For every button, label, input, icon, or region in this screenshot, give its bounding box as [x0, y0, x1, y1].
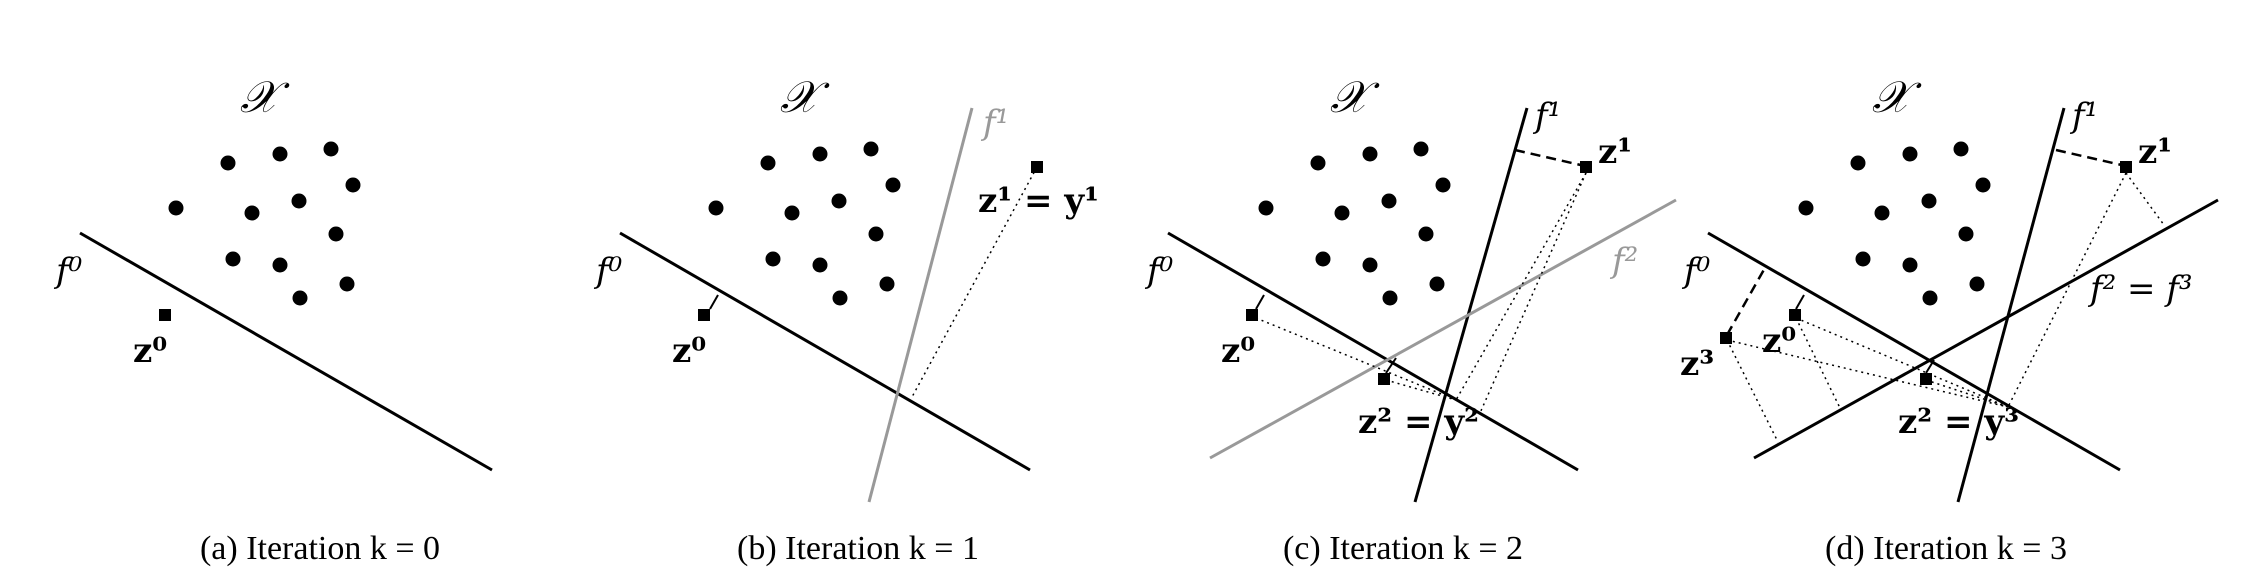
label-f0: f⁰: [53, 251, 83, 291]
dataset-points: [708, 141, 901, 306]
projection-z1: [1514, 148, 1586, 168]
dotted-z2-y2: [1385, 379, 1457, 401]
label-f0: f⁰: [593, 251, 623, 291]
set-label-x: 𝒳: [240, 72, 290, 123]
label-f1: f¹: [1532, 96, 1561, 136]
dataset-points: [1258, 141, 1451, 306]
label-f0: f⁰: [1681, 251, 1711, 291]
label-f2: f²: [1609, 241, 1638, 281]
dotted-z1-f2: [2125, 172, 2165, 226]
line-f1: [1413, 107, 1529, 503]
label-z1-y1: z¹ = y¹: [978, 181, 1099, 221]
projection-z1: [2055, 148, 2127, 168]
dataset-points: [1798, 141, 1991, 306]
panel-a: 𝒳 f⁰ z⁰ (a) Iteration k = 0: [53, 72, 493, 567]
point-z2: [1378, 373, 1390, 385]
point-z0: [1246, 309, 1258, 321]
point-z3: [1720, 332, 1732, 344]
panel-b: 𝒳 f⁰ f¹ z⁰ z¹ = y¹ (b) Iteration k = 1: [593, 72, 1099, 567]
point-z0: [698, 309, 710, 321]
caption-d: (d) Iteration k = 3: [1825, 530, 2067, 567]
dotted-z1-y2: [1455, 172, 1587, 401]
line-f1: [867, 107, 974, 503]
point-z0: [1789, 309, 1801, 321]
line-f0: [1167, 231, 1579, 472]
line-f2: [1209, 198, 1677, 460]
projection-z3: [1725, 265, 1768, 336]
point-z0: [159, 309, 171, 321]
dotted-z0-y2: [1255, 317, 1457, 401]
dotted-z3-f2: [1726, 339, 1779, 443]
dotted-z2-y3: [1925, 379, 2009, 408]
dotted-z0-y3: [1795, 317, 2009, 408]
point-z1: [1580, 161, 1592, 173]
projection-z0: [1255, 294, 1265, 310]
label-f1: f¹: [980, 103, 1009, 143]
set-label-x: 𝒳: [780, 72, 830, 123]
label-z2-y3: z² = y³: [1898, 402, 2019, 442]
label-z1: z¹: [2138, 132, 2172, 172]
point-z2: [1920, 373, 1932, 385]
point-z1: [1031, 161, 1043, 173]
projection-z2: [1925, 359, 1935, 374]
line-f2-f3: [1753, 198, 2219, 460]
dotted-z1-f1f0: [1479, 172, 1587, 414]
panel-c: 𝒳 f⁰ f¹ f² z⁰ z¹ z² = y² (c) Iteration k…: [1144, 72, 1677, 567]
set-label-x: 𝒳: [1330, 72, 1380, 123]
projection-z0: [709, 294, 719, 310]
label-z0: z⁰: [672, 331, 706, 371]
projection-z2: [1385, 357, 1397, 374]
dotted-z1-y3: [2007, 172, 2127, 408]
caption-b: (b) Iteration k = 1: [737, 530, 979, 567]
set-label-x: 𝒳: [1872, 72, 1922, 123]
line-f0: [619, 231, 1031, 472]
dotted-z1-intersection: [911, 166, 1038, 398]
label-z1: z¹: [1598, 132, 1632, 172]
label-f2-f3: f² = f³: [2087, 269, 2193, 309]
dotted-z3-y3: [1726, 339, 2009, 408]
caption-a: (a) Iteration k = 0: [200, 530, 440, 567]
projection-z0: [1795, 294, 1805, 310]
label-z0: z⁰: [1762, 321, 1796, 361]
line-f0: [79, 231, 493, 472]
caption-c: (c) Iteration k = 2: [1283, 530, 1523, 567]
panel-d: 𝒳 f⁰ f¹ f² = f³ z³ z⁰ z¹ z² = y³ (d) Ite…: [1680, 72, 2219, 567]
dataset-points: [168, 141, 361, 306]
label-f1: f¹: [2069, 96, 2098, 136]
label-z0: z⁰: [133, 331, 167, 371]
line-f0: [1707, 231, 2121, 472]
line-f1: [1956, 107, 2066, 503]
label-f0: f⁰: [1144, 251, 1174, 291]
label-z0: z⁰: [1221, 331, 1255, 371]
label-z3: z³: [1680, 344, 1714, 384]
dotted-z0-f2: [1795, 317, 1841, 409]
point-z1: [2120, 161, 2132, 173]
label-z2-y2: z² = y²: [1358, 402, 1479, 442]
